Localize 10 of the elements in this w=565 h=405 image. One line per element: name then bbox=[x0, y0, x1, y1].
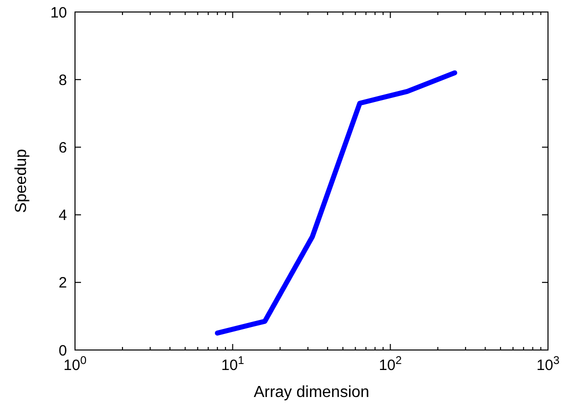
y-tick-label: 6 bbox=[58, 139, 67, 156]
x-axis-title: Array dimension bbox=[254, 384, 370, 401]
y-tick-label: 4 bbox=[58, 207, 67, 224]
x-tick-label: 10$^{2}$ bbox=[378, 355, 402, 374]
x-tick-label: 10$^{1}$ bbox=[221, 355, 244, 374]
y-axis-title: Speedup bbox=[13, 148, 30, 214]
y-tick-label: 2 bbox=[58, 274, 67, 292]
y-tick-label: 10 bbox=[50, 4, 67, 22]
x-tick-label: 10$^{3}$ bbox=[536, 355, 560, 374]
y-tick-label: 8 bbox=[58, 72, 67, 89]
